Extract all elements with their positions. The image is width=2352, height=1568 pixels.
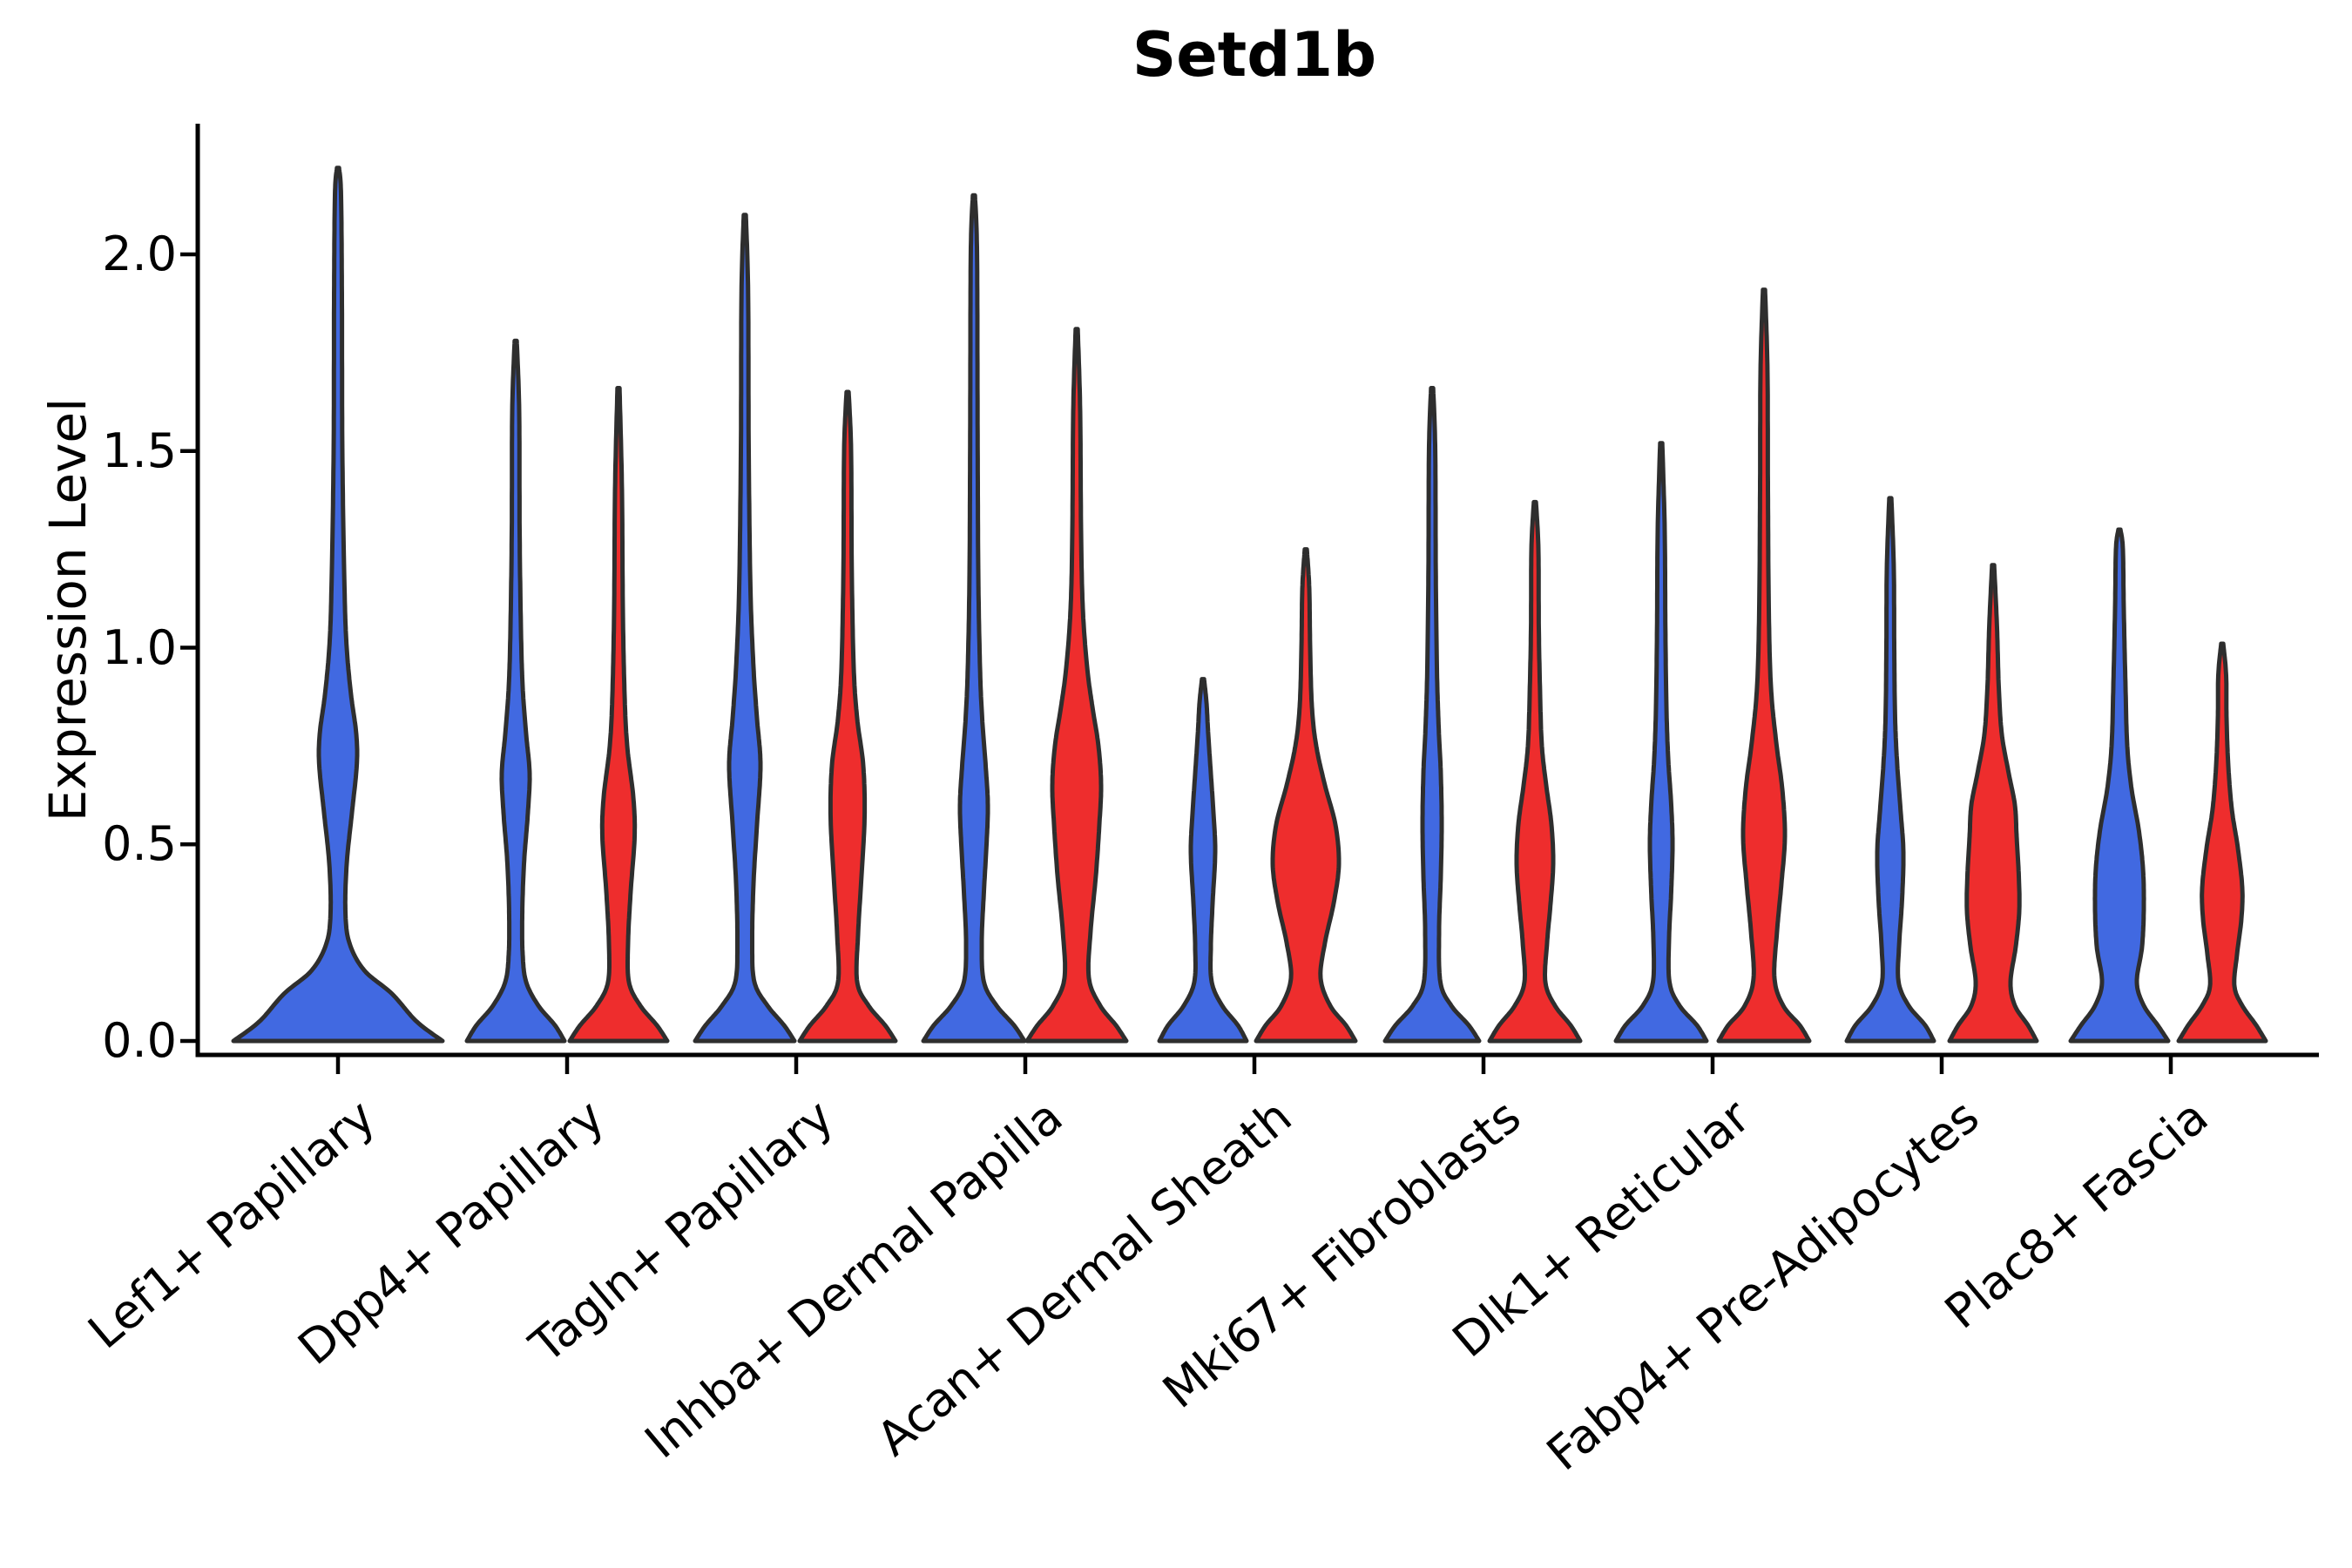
- violin-fabp4-pre-adipocytes-blue: [1844, 496, 1936, 1044]
- violin-acan-dermal-sheath-red: [1254, 547, 1358, 1044]
- y-tick-label-0.0: 0.0: [102, 1013, 177, 1068]
- y-tick-label-2.0: 2.0: [102, 226, 177, 281]
- violin-plac8-fascia-red: [2176, 641, 2268, 1044]
- y-tick-label-0.5: 0.5: [102, 816, 177, 872]
- y-tick-label-1.0: 1.0: [102, 619, 177, 675]
- page-title: Setd1b: [1132, 19, 1377, 91]
- violin-inhba-dermal-papilla-blue: [921, 193, 1027, 1044]
- violin-acan-dermal-sheath-blue: [1157, 677, 1249, 1044]
- violin-mki67-fibroblasts-red: [1487, 499, 1583, 1044]
- violin-lef1-papillary-blue: [231, 166, 445, 1044]
- violin-dlk1-reticular-red: [1716, 287, 1812, 1044]
- violin-plac8-fascia-blue: [2068, 527, 2171, 1044]
- violin-fabp4-pre-adipocytes-red: [1947, 563, 2039, 1044]
- violin-dpp4-papillary-blue: [464, 338, 567, 1044]
- violin-tagln-papillary-red: [797, 389, 898, 1044]
- violin-tagln-papillary-blue: [693, 213, 797, 1044]
- violin-dlk1-reticular-blue: [1613, 441, 1709, 1044]
- y-tick-label-1.5: 1.5: [102, 422, 177, 478]
- violin-dpp4-papillary-red: [567, 386, 670, 1044]
- violin-mki67-fibroblasts-blue: [1382, 386, 1482, 1044]
- violin-inhba-dermal-papilla-red: [1024, 327, 1129, 1044]
